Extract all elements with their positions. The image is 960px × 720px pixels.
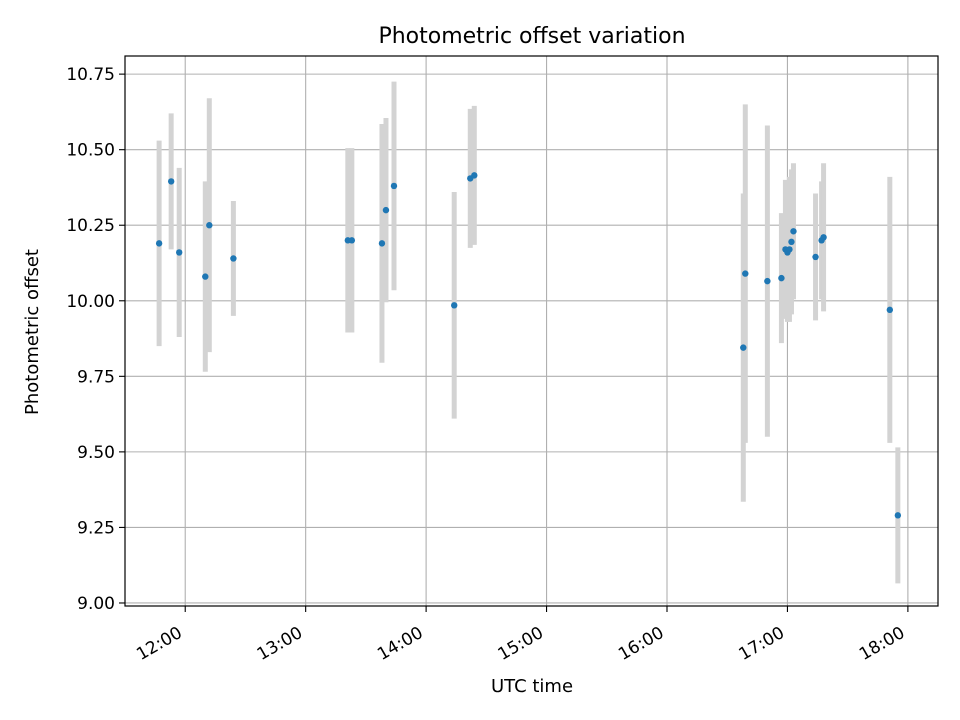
data-point <box>790 228 797 235</box>
data-point <box>348 237 356 244</box>
y-tick-label: 10.25 <box>66 216 115 236</box>
data-point <box>382 206 390 214</box>
data-point <box>788 238 795 246</box>
data-point <box>740 344 747 351</box>
y-tick-label: 9.00 <box>77 594 115 614</box>
data-point <box>378 240 386 247</box>
y-tick-label: 9.25 <box>77 518 115 538</box>
data-point <box>820 234 827 241</box>
x-axis-label: UTC time <box>491 676 573 697</box>
data-point <box>742 270 749 277</box>
data-point <box>176 249 183 256</box>
y-axis-label: Photometric offset <box>22 249 43 415</box>
y-tick-label: 9.50 <box>77 443 115 463</box>
data-point <box>886 306 894 314</box>
data-point <box>167 178 175 185</box>
y-tick-label: 10.00 <box>66 292 115 312</box>
data-point <box>206 222 213 229</box>
data-point <box>390 182 398 190</box>
data-point <box>451 302 458 309</box>
data-point <box>764 277 771 285</box>
chart-title: Photometric offset variation <box>378 24 685 49</box>
data-point <box>202 273 209 280</box>
data-point <box>155 240 163 247</box>
data-point <box>471 172 478 179</box>
data-point <box>812 253 819 261</box>
y-tick-label: 9.75 <box>77 367 115 387</box>
y-tick-label: 10.50 <box>66 141 115 161</box>
data-point <box>894 512 902 519</box>
y-tick-label: 10.75 <box>66 65 115 85</box>
plot-frame <box>124 55 939 607</box>
grid <box>125 56 938 606</box>
data-point <box>786 246 793 253</box>
data-point <box>230 255 237 262</box>
y-axis-ticks: 9.00 9.25 9.50 9.75 10.00 10.25 10.50 10.75 <box>66 65 125 614</box>
data-point <box>778 274 785 282</box>
data-points <box>155 172 902 519</box>
